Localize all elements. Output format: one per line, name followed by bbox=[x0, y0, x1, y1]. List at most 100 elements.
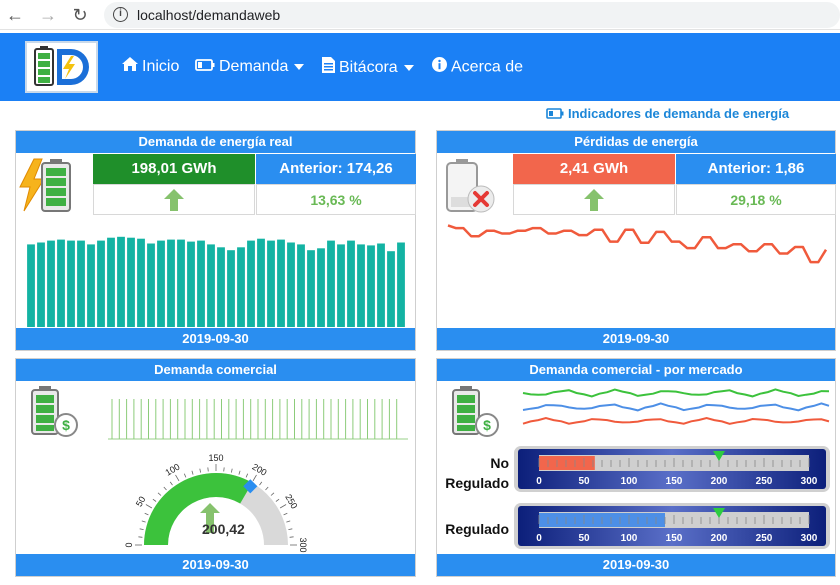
panel-commercial-demand: Demanda comercial $ 0 50 100 150 200 250 300 2… bbox=[15, 358, 416, 577]
bar bbox=[47, 240, 55, 327]
panel-market-demand: Demanda comercial - por mercado $ No Reg… bbox=[436, 358, 836, 577]
browser-toolbar: ← → ↻ i localhost/demandaweb bbox=[0, 0, 840, 30]
panel-date: 2019-09-30 bbox=[16, 328, 415, 350]
trend-cell bbox=[93, 184, 255, 215]
bar bbox=[67, 240, 75, 327]
bullet-label-no-regulado: No Regulado bbox=[445, 455, 509, 491]
nav-bitacora[interactable]: Bitácora bbox=[322, 57, 414, 79]
bullet-scale-label: 150 bbox=[666, 476, 683, 487]
previous-value: Anterior: 174,26 bbox=[256, 154, 416, 184]
bullet-chart-regulado: 0 50 100 150 200 250 300 bbox=[514, 503, 830, 549]
battery-lightning-icon bbox=[18, 155, 76, 220]
bar bbox=[107, 237, 115, 327]
gauge-tick bbox=[199, 468, 201, 473]
change-percent: 13,63 % bbox=[256, 184, 416, 215]
bullet-scale-label: 300 bbox=[801, 533, 818, 544]
gauge-tick bbox=[141, 520, 146, 523]
gauge-tick-label: 300 bbox=[298, 537, 308, 552]
gauge-tick bbox=[283, 512, 288, 516]
panel-title: Demanda comercial bbox=[16, 359, 415, 381]
gauge-tick bbox=[275, 498, 280, 502]
bullet-scale-label: 250 bbox=[756, 533, 773, 544]
gauge-tick bbox=[157, 492, 162, 496]
gauge-tick-label: 100 bbox=[163, 462, 181, 478]
forward-icon[interactable]: → bbox=[39, 5, 57, 25]
bullet-target-marker bbox=[713, 451, 725, 461]
bullet-scale-label: 250 bbox=[756, 476, 773, 487]
chevron-down-icon bbox=[294, 64, 305, 70]
gauge-tick bbox=[265, 486, 269, 491]
site-info-icon[interactable]: i bbox=[113, 7, 128, 22]
bar bbox=[117, 236, 125, 327]
commercial-gauge: 0 50 100 150 200 250 300 bbox=[124, 453, 308, 553]
battery-icon bbox=[195, 57, 215, 77]
bar bbox=[377, 243, 385, 327]
gauge-tick-label: 150 bbox=[208, 453, 223, 463]
bar bbox=[257, 238, 265, 327]
bar bbox=[297, 244, 305, 327]
bullet-scale-label: 200 bbox=[711, 476, 728, 487]
arrow-up-icon bbox=[584, 189, 604, 211]
market-series-line bbox=[522, 416, 830, 425]
panel-title: Demanda de energía real bbox=[16, 131, 415, 153]
nav-demanda[interactable]: Demanda bbox=[195, 57, 305, 77]
bar bbox=[227, 250, 235, 327]
gauge-tick bbox=[279, 504, 287, 509]
panel-date: 2019-09-30 bbox=[16, 554, 415, 576]
bar bbox=[167, 239, 175, 327]
gauge-tick bbox=[245, 473, 249, 478]
gauge-tick-label: 50 bbox=[134, 495, 148, 509]
gauge-tick bbox=[223, 467, 225, 472]
bullet-scale-label: 200 bbox=[711, 533, 728, 544]
bar bbox=[357, 244, 365, 327]
bar bbox=[27, 244, 35, 327]
bullet-target-marker bbox=[713, 508, 725, 518]
page-subtitle: Indicadores de demanda de energía bbox=[546, 106, 789, 122]
bullet-scale-label: 100 bbox=[621, 533, 638, 544]
bar bbox=[387, 251, 395, 327]
gauge-tick-label: 200 bbox=[250, 462, 268, 478]
bar bbox=[237, 247, 245, 327]
gauge-tick bbox=[289, 536, 294, 538]
bar bbox=[77, 240, 85, 327]
nav-inicio[interactable]: Inicio bbox=[122, 57, 179, 77]
gauge-tick bbox=[286, 520, 291, 523]
arrow-up-icon bbox=[164, 189, 184, 211]
bar bbox=[187, 241, 195, 327]
address-bar[interactable]: i localhost/demandaweb bbox=[104, 2, 840, 28]
gauge-tick bbox=[270, 492, 275, 496]
bar bbox=[57, 239, 65, 327]
panel-date: 2019-09-30 bbox=[437, 554, 835, 576]
app-logo[interactable] bbox=[25, 41, 98, 93]
gauge-tick bbox=[145, 504, 153, 509]
bar bbox=[287, 242, 295, 327]
gauge-tick bbox=[183, 473, 187, 478]
current-value: 2,41 GWh bbox=[513, 154, 675, 184]
bullet-scale-label: 50 bbox=[578, 533, 590, 544]
gauge-tick bbox=[231, 468, 233, 473]
gauge-tick bbox=[163, 486, 167, 491]
bar bbox=[197, 240, 205, 327]
reload-icon[interactable]: ↻ bbox=[72, 5, 88, 25]
gauge-tick bbox=[259, 481, 263, 486]
url-text[interactable]: localhost/demandaweb bbox=[137, 7, 281, 23]
arrow-up-icon bbox=[200, 503, 220, 533]
chevron-down-icon bbox=[403, 65, 414, 71]
bar bbox=[397, 242, 405, 327]
bar bbox=[277, 239, 285, 327]
gauge-tick bbox=[144, 512, 149, 516]
back-icon[interactable]: ← bbox=[6, 5, 24, 25]
gauge-tick bbox=[175, 474, 180, 482]
bar bbox=[317, 248, 325, 327]
bar bbox=[217, 247, 225, 327]
nav-acerca-de[interactable]: Acerca de bbox=[432, 57, 523, 78]
bar bbox=[177, 239, 185, 327]
panel-title: Pérdidas de energía bbox=[437, 131, 835, 153]
bar bbox=[367, 245, 375, 327]
bullet-scale-label: 0 bbox=[536, 476, 542, 487]
bullet-scale-label: 300 bbox=[801, 476, 818, 487]
gauge-fill bbox=[144, 473, 253, 545]
series-line bbox=[447, 224, 827, 264]
home-icon bbox=[122, 57, 138, 77]
bar bbox=[97, 240, 105, 327]
